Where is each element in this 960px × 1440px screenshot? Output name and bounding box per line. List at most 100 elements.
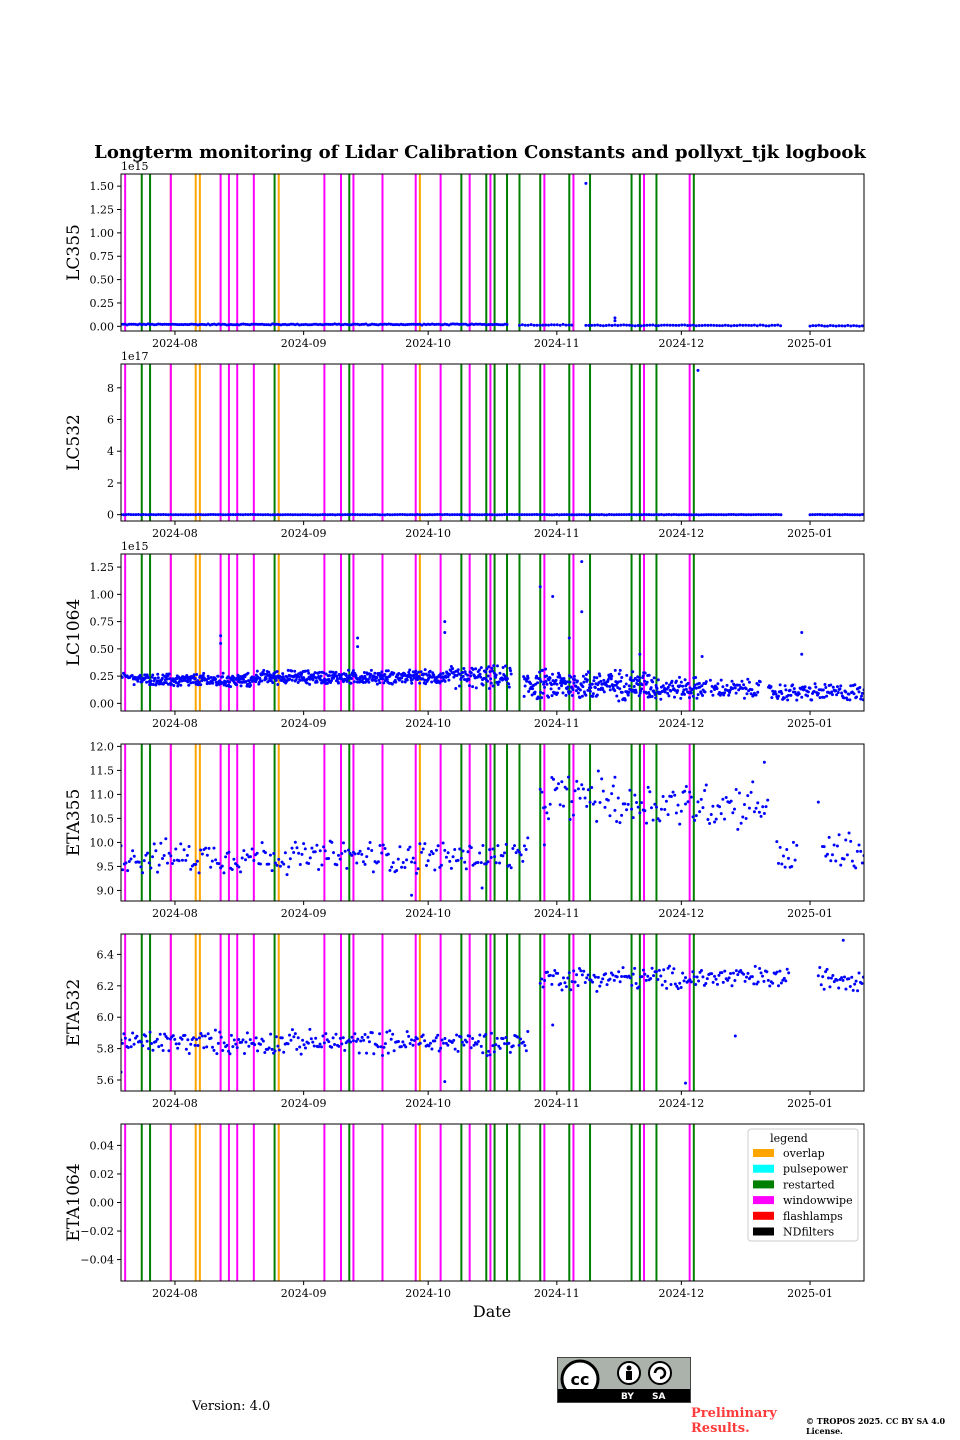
data-point <box>478 672 482 676</box>
data-point <box>276 683 280 687</box>
data-point <box>859 849 863 853</box>
data-point <box>838 513 842 517</box>
data-point <box>727 976 731 980</box>
data-point <box>617 513 621 517</box>
data-point <box>319 1045 323 1049</box>
data-point <box>124 861 128 865</box>
data-point <box>522 694 526 698</box>
data-point <box>474 686 478 690</box>
data-point <box>335 674 339 678</box>
data-point <box>705 977 709 981</box>
data-point <box>490 513 494 517</box>
data-point <box>244 858 248 862</box>
data-point <box>663 807 667 811</box>
data-point <box>541 668 545 672</box>
data-point <box>498 513 502 517</box>
data-point <box>570 513 574 517</box>
data-point <box>669 983 673 987</box>
data-point <box>340 1042 344 1046</box>
data-point <box>756 980 760 984</box>
data-point <box>216 1041 220 1045</box>
data-point <box>553 969 557 973</box>
data-point <box>487 665 491 669</box>
data-point <box>652 513 656 517</box>
data-point <box>516 848 520 852</box>
data-point <box>835 978 839 982</box>
data-point <box>131 513 135 517</box>
y-offset-label: 1e17 <box>121 350 149 363</box>
data-point <box>353 1032 357 1036</box>
data-point <box>146 513 150 517</box>
y-tick-label: 1.00 <box>90 588 115 601</box>
data-point <box>187 683 191 687</box>
data-point <box>458 513 462 517</box>
data-point <box>497 680 501 684</box>
data-point <box>727 513 731 517</box>
y-tick-label: 5.6 <box>97 1074 115 1087</box>
data-point <box>302 842 306 846</box>
data-point <box>650 695 654 698</box>
data-point <box>744 323 748 327</box>
data-point <box>620 676 624 680</box>
data-point <box>783 684 787 688</box>
data-point <box>293 669 297 673</box>
data-point <box>583 796 587 800</box>
data-point <box>328 513 332 517</box>
x-tick-label: 2024-10 <box>405 907 451 920</box>
data-point <box>395 869 399 873</box>
data-point <box>643 671 647 675</box>
data-point <box>850 859 854 863</box>
data-point <box>245 1031 249 1035</box>
data-point <box>549 687 553 691</box>
data-point <box>602 690 606 694</box>
data-point <box>537 696 541 700</box>
data-point <box>523 1044 527 1048</box>
data-point <box>414 669 418 673</box>
cc-license-badge[interactable]: cc BY SA <box>557 1357 691 1403</box>
data-point <box>682 692 686 696</box>
data-point <box>540 513 544 517</box>
data-point <box>571 688 575 692</box>
data-point <box>481 844 485 848</box>
data-point <box>565 680 569 684</box>
data-point <box>842 696 846 700</box>
data-point <box>657 968 661 972</box>
data-point <box>524 1049 528 1053</box>
data-point <box>691 323 695 327</box>
data-point <box>513 844 516 848</box>
data-point <box>768 984 772 988</box>
data-point <box>616 323 620 327</box>
data-point <box>273 1049 277 1053</box>
data-point <box>177 859 181 863</box>
data-point <box>455 1033 459 1037</box>
data-point <box>354 322 358 326</box>
data-point <box>507 1041 511 1045</box>
data-point <box>332 851 336 855</box>
data-point <box>139 1040 143 1044</box>
data-point <box>547 323 551 327</box>
data-point <box>338 513 342 517</box>
data-point <box>576 984 580 988</box>
data-point <box>847 692 851 696</box>
data-point <box>221 1048 225 1052</box>
data-point <box>374 679 378 683</box>
data-point <box>547 695 551 699</box>
data-point <box>330 679 334 683</box>
data-point <box>293 513 297 517</box>
data-point <box>177 680 181 684</box>
data-point <box>540 977 544 981</box>
data-point <box>673 695 677 699</box>
data-point <box>784 979 788 983</box>
data-point <box>138 673 142 677</box>
data-point <box>627 684 631 688</box>
data-point <box>689 795 693 799</box>
data-point <box>611 784 615 788</box>
data-point <box>828 513 832 517</box>
y-offset-label: 1e15 <box>121 540 149 553</box>
data-point <box>726 324 730 327</box>
data-point <box>318 513 322 517</box>
data-point <box>262 672 266 676</box>
data-point <box>535 323 539 327</box>
data-point <box>711 693 715 697</box>
